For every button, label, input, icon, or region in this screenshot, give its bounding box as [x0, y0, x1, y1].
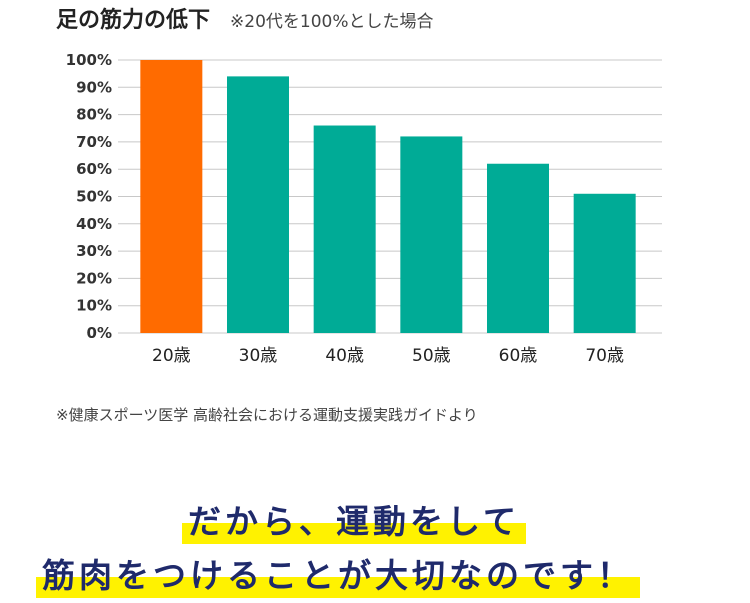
message-line-2: 筋肉をつけることが大切なのです！ — [36, 554, 640, 598]
bar-4 — [400, 136, 463, 333]
y-tick-label: 30% — [76, 242, 112, 260]
y-tick-label: 20% — [76, 269, 112, 287]
bar-1 — [140, 60, 203, 333]
y-tick-label: 60% — [76, 160, 112, 178]
bar-2 — [227, 76, 289, 333]
source-note: ※健康スポーツ医学 高齢社会における運動支援実践ガイドより — [56, 406, 478, 424]
x-category-label: 20歳 — [152, 346, 191, 366]
bar-6 — [573, 193, 636, 333]
bar-chart: 0% 10% 20% 30% 40% 50% 60% 70% 80% 90% 100% 20歳 30歳… — [66, 51, 662, 366]
y-tick-label: 10% — [76, 297, 112, 315]
y-tick-label: 40% — [76, 215, 112, 233]
y-tick-label: 80% — [76, 106, 112, 124]
chart-subtitle: ※20代を100%とした場合 — [230, 12, 434, 32]
y-tick-label: 0% — [87, 324, 112, 342]
x-axis-labels: 20歳 30歳 40歳 50歳 60歳 70歳 — [152, 346, 624, 366]
y-axis-ticks: 0% 10% 20% 30% 40% 50% 60% 70% 80% 90% 100% — [66, 51, 112, 342]
x-category-label: 30歳 — [239, 346, 278, 366]
chart-title: 足の筋力の低下 — [56, 8, 211, 33]
x-category-label: 60歳 — [499, 346, 538, 366]
title-row: 足の筋力の低下 ※20代を100%とした場合 — [56, 2, 434, 34]
bar-5 — [487, 163, 549, 333]
y-tick-label: 100% — [66, 51, 112, 69]
x-category-label: 40歳 — [325, 346, 364, 366]
x-category-label: 70歳 — [585, 346, 624, 366]
bars — [140, 60, 636, 334]
gridlines — [118, 59, 662, 334]
y-tick-label: 90% — [76, 78, 112, 96]
message-line-1: だから、運動をして — [182, 500, 527, 544]
bar-3 — [313, 125, 376, 334]
y-tick-label: 70% — [76, 133, 112, 151]
y-tick-label: 50% — [76, 188, 112, 206]
x-category-label: 50歳 — [412, 346, 451, 366]
